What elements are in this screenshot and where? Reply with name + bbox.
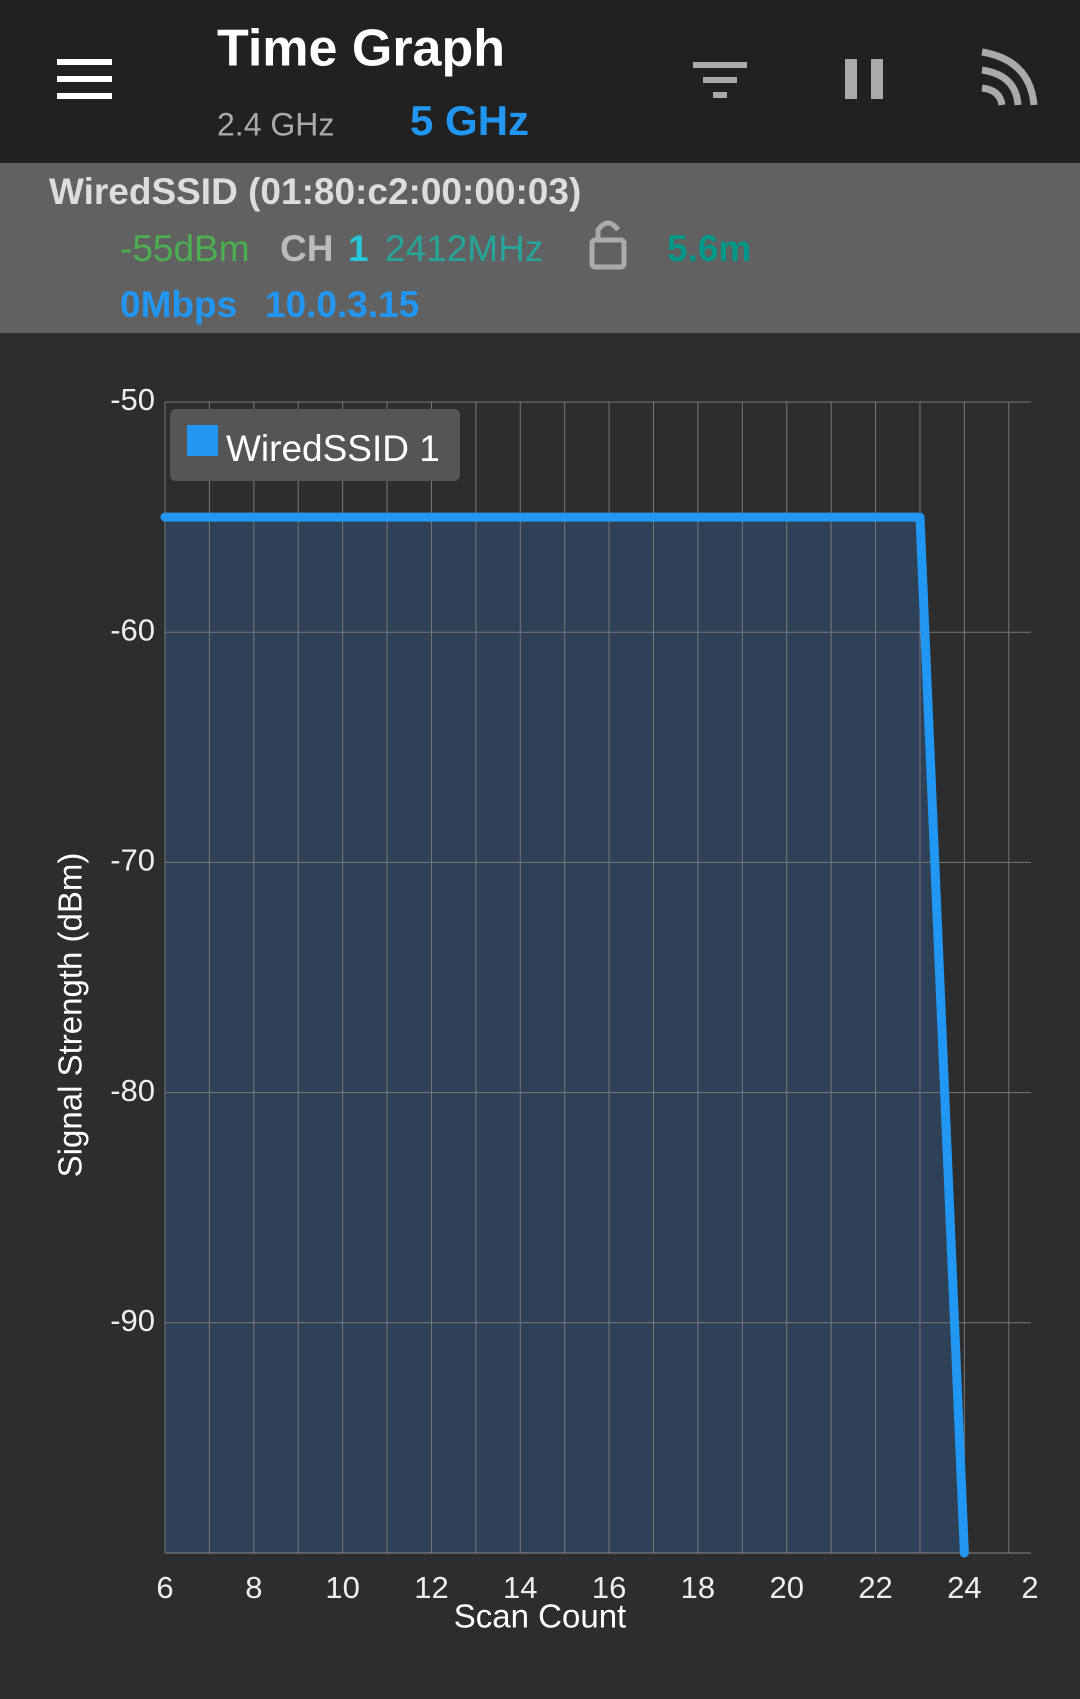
x-tick-label: 6 [156, 1570, 173, 1605]
x-tick-label: 16 [592, 1570, 626, 1605]
filter-icon[interactable] [693, 62, 747, 98]
title: Time Graph [217, 20, 505, 78]
x-tick-label: 18 [681, 1570, 715, 1605]
x-tick-label: 12 [414, 1570, 448, 1605]
x-tick-label: 8 [245, 1570, 262, 1605]
line [160, 512, 969, 1558]
level: -55dBm [120, 228, 250, 269]
lock-shackle [595, 220, 621, 240]
menu-icon[interactable] [57, 59, 112, 99]
wifi-arc [981, 48, 1038, 106]
toolbar [0, 0, 1080, 163]
legend-box [170, 409, 460, 481]
y-axis-label: Signal Strength (dBm) [52, 853, 89, 1178]
ssid: WiredSSID (01:80:c2:00:00:03) [49, 171, 581, 212]
menu-bar [57, 76, 112, 82]
menu-bar [57, 93, 112, 99]
y-tick-label: -60 [110, 612, 155, 647]
legend-label: WiredSSID 1 [226, 428, 440, 469]
y-tick-label: -50 [110, 382, 155, 417]
info-panel[interactable] [0, 163, 1080, 333]
legend-swatch [187, 425, 218, 456]
y-tick-label: -80 [110, 1073, 155, 1108]
x-tick-label: 2 [1021, 1570, 1038, 1605]
filter-bar [693, 62, 747, 68]
wifi-arc [981, 66, 1022, 106]
channel-label: CH [280, 228, 333, 269]
wifi-icon[interactable] [981, 48, 1038, 106]
x-tick-label: 10 [325, 1570, 359, 1605]
y-tick-label: -90 [110, 1303, 155, 1338]
menu-bar [57, 59, 112, 65]
pause-bar [845, 59, 857, 99]
filter-bar [703, 77, 737, 83]
x-tick-label: 22 [858, 1570, 892, 1605]
filter-bar [713, 92, 727, 98]
wifi-arc [981, 84, 1006, 106]
lock-body [589, 237, 627, 270]
band-tab[interactable]: 2.4 GHz [217, 106, 334, 142]
channel: 1 [348, 228, 369, 269]
x-tick-label: 14 [503, 1570, 537, 1605]
ip: 10.0.3.15 [265, 284, 419, 325]
frequency: 2412MHz [385, 228, 543, 269]
x-tick-label: 24 [947, 1570, 981, 1605]
x-axis-label: Scan Count [454, 1598, 626, 1635]
distance: 5.6m [667, 228, 751, 269]
chart: -50 -60 -70 -80 -90 6 8 10 12 14 16 18 20 22 24 2 Scan C… [52, 382, 1039, 1635]
lock-icon [589, 220, 627, 270]
pause-bar [871, 59, 883, 99]
band-tab[interactable]: 5 GHz [410, 97, 529, 144]
speed: 0Mbps [120, 284, 237, 325]
pause-icon[interactable] [845, 59, 883, 99]
y-tick-label: -70 [110, 843, 155, 878]
x-tick-label: 20 [770, 1570, 804, 1605]
